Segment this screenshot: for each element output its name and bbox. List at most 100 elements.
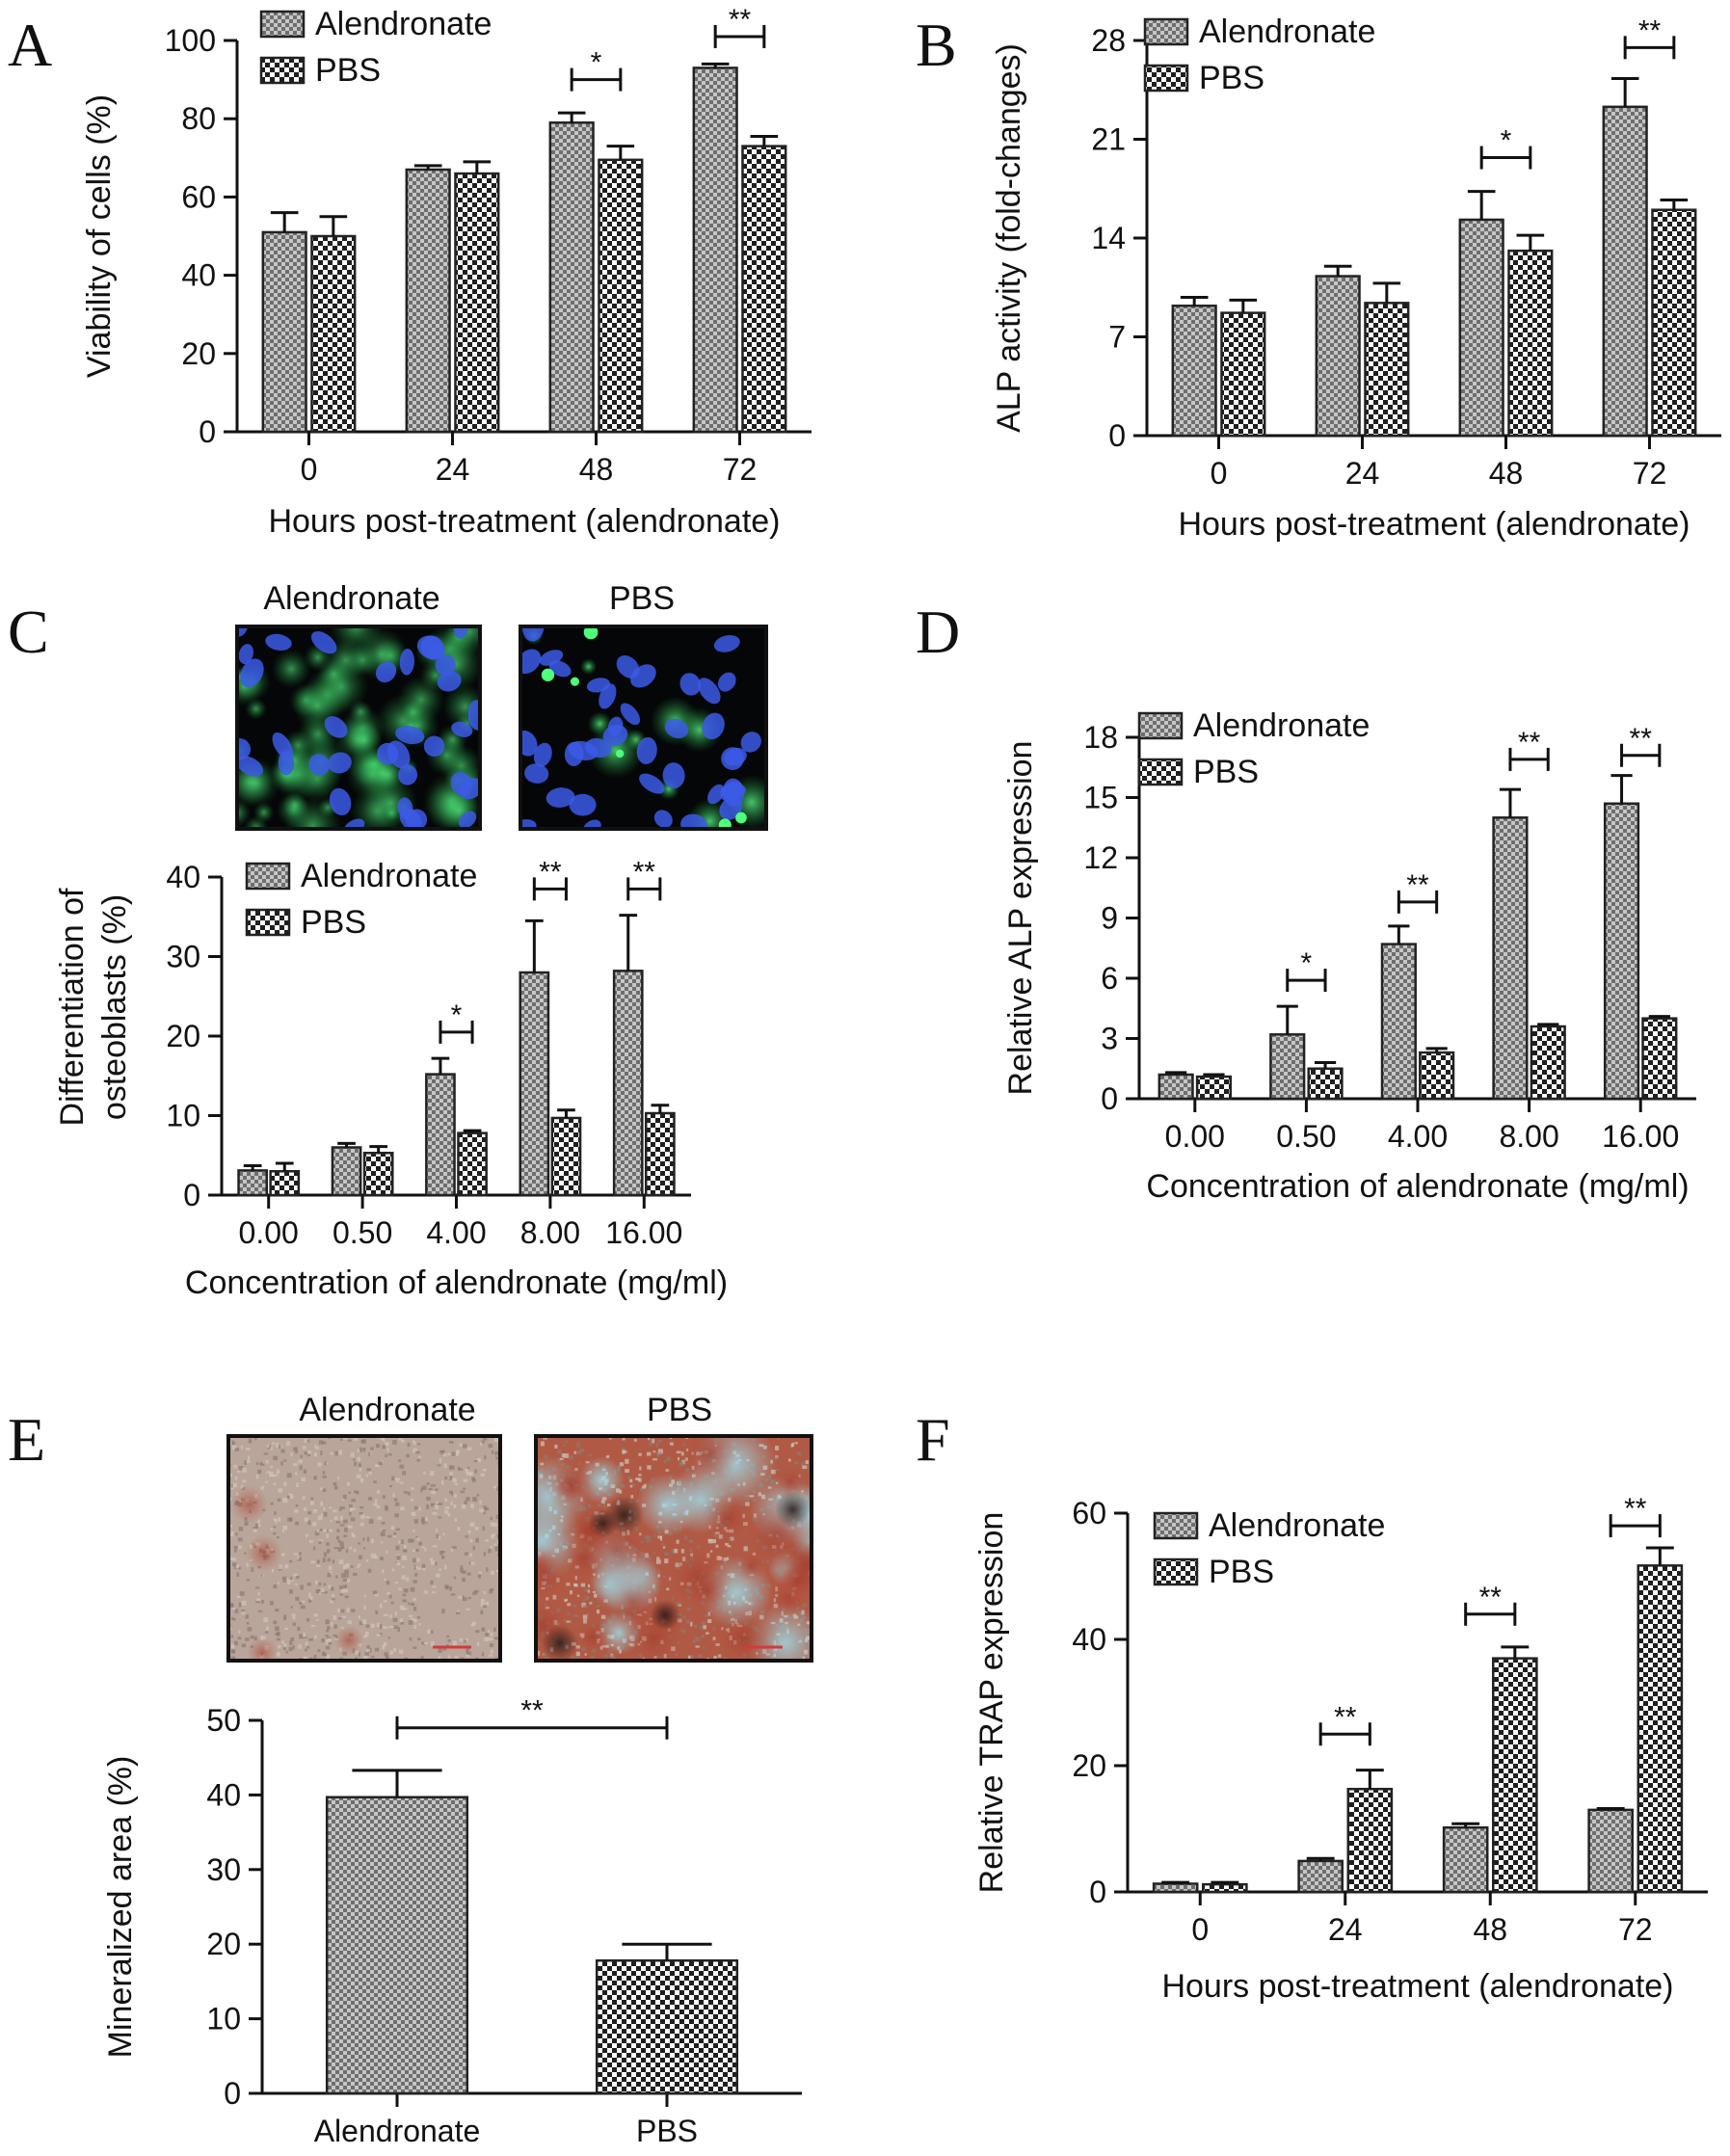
x-tick-label: 16.00 [605, 1215, 682, 1250]
y-tick-label: 40 [181, 258, 216, 293]
significance-label: ** [1624, 1493, 1647, 1525]
bar-pbs-1 [362, 1152, 394, 1197]
significance-label: ** [539, 856, 562, 888]
legend-swatch [245, 862, 291, 891]
bar-alendronate-0 [1152, 1882, 1199, 1894]
y-tick-label: 12 [1083, 840, 1118, 875]
bar-alendronate-1 [1297, 1859, 1344, 1894]
legend-label: Alendronate [301, 858, 477, 894]
x-tick-label: 48 [1489, 456, 1524, 491]
significance-label: * [1301, 947, 1313, 979]
bar-alendronate-0 [1171, 305, 1217, 438]
legend-label: PBS [1209, 1554, 1274, 1590]
y-tick-label: 15 [1083, 781, 1118, 815]
x-tick-label: 48 [1473, 1912, 1507, 1947]
bar-alendronate-3 [1587, 1808, 1634, 1894]
legend-label: PBS [301, 904, 366, 941]
significance-label: ** [1406, 869, 1429, 901]
y-tick-label: 9 [1101, 901, 1118, 936]
bar-alendronate-2 [1458, 218, 1504, 438]
bar-alendronate-3 [1602, 105, 1648, 438]
significance-label: * [1501, 125, 1512, 157]
x-tick-label: 24 [1345, 456, 1380, 491]
bar-alendronate-2 [1442, 1825, 1489, 1894]
significance-label: ** [729, 4, 752, 36]
legend-swatch [1143, 64, 1189, 93]
significance-label: * [451, 999, 463, 1031]
bar-pbs-2 [1507, 249, 1554, 438]
micrograph-e-pbs-image [534, 1434, 813, 1663]
bar-value-0 [325, 1796, 469, 2095]
bar-alendronate-1 [405, 168, 451, 434]
micrograph-e-alendronate-image [226, 1434, 502, 1663]
bar-alendronate-3 [519, 971, 550, 1197]
bar-alendronate-1 [1269, 1033, 1306, 1101]
legend: Alendronate PBS [245, 858, 477, 941]
bar-pbs-3 [1651, 208, 1697, 438]
bar-alendronate-1 [1315, 275, 1361, 438]
y-tick-label: 10 [206, 2002, 241, 2036]
panel-letter-e: E [8, 1405, 45, 1474]
x-axis-label: Hours post-treatment (alendronate) [268, 503, 780, 540]
x-tick-label: 0 [301, 452, 318, 487]
micrograph-e-right-label: PBS [647, 1392, 712, 1428]
micrograph-c-pbs-image [519, 625, 768, 831]
bar-value-1 [595, 1958, 739, 2095]
legend: Alendronate PBS [1143, 13, 1375, 96]
micrograph-e: Alendronate PBS [226, 1392, 813, 1663]
panel-letter-a: A [8, 11, 52, 79]
bar-alendronate-2 [548, 121, 595, 434]
chart-e: 0 10 20 30 40 50 Alendronate PBS ** Mineralized a… [102, 1695, 802, 2148]
bar-pbs-1 [1346, 1787, 1394, 1894]
legend-label: PBS [1199, 60, 1264, 96]
y-tick-label: 20 [181, 336, 216, 371]
bar-pbs-2 [457, 1131, 488, 1197]
significance-label: ** [520, 1695, 544, 1727]
y-tick-label: 100 [165, 23, 216, 58]
legend: Alendronate PBS [1137, 707, 1370, 790]
bar-pbs-0 [310, 234, 357, 434]
bar-pbs-2 [598, 158, 644, 434]
x-tick-label: 0.50 [1276, 1119, 1336, 1154]
y-tick-label: 50 [206, 1703, 241, 1738]
x-tick-label: 0 [1211, 456, 1228, 491]
x-axis-label: Hours post-treatment (alendronate) [1161, 1968, 1673, 2005]
y-tick-label: 14 [1091, 221, 1126, 255]
y-tick-label: 6 [1101, 961, 1118, 996]
bar-pbs-3 [1637, 1564, 1684, 1894]
panel-letter-b: B [916, 11, 957, 79]
bar-pbs-3 [550, 1116, 582, 1197]
bar-alendronate-0 [261, 230, 307, 434]
legend-label: Alendronate [1209, 1507, 1385, 1544]
bar-pbs-0 [1202, 1882, 1248, 1894]
legend-swatch [245, 908, 291, 937]
x-tick-label: 8.00 [520, 1215, 580, 1250]
legend-swatch [259, 10, 306, 39]
significance-label: ** [1479, 1582, 1503, 1613]
y-tick-label: 7 [1108, 320, 1126, 355]
significance-label: ** [1630, 723, 1653, 755]
significance-label: ** [1334, 1701, 1357, 1733]
bar-pbs-1 [454, 172, 500, 434]
x-axis-label: Concentration of alendronate (mg/ml) [1146, 1168, 1689, 1205]
significance-label: ** [1638, 14, 1662, 46]
y-axis-label: Relative TRAP expression [973, 1512, 1010, 1894]
y-tick-label: 60 [181, 179, 216, 214]
bar-alendronate-0 [1158, 1073, 1194, 1101]
bar-pbs-2 [1492, 1657, 1538, 1894]
x-tick-label: 48 [579, 452, 614, 487]
x-tick-label: 24 [436, 452, 470, 487]
y-tick-label: 0 [1101, 1081, 1118, 1116]
legend-label: Alendronate [1199, 13, 1375, 50]
legend-label: Alendronate [1193, 707, 1370, 744]
legend: Alendronate PBS [259, 6, 492, 89]
bar-alendronate-2 [425, 1073, 456, 1197]
y-tick-label: 21 [1091, 122, 1126, 157]
x-tick-label: 72 [1633, 456, 1667, 491]
x-tick-label: PBS [636, 2114, 698, 2148]
y-tick-label: 28 [1091, 23, 1126, 58]
